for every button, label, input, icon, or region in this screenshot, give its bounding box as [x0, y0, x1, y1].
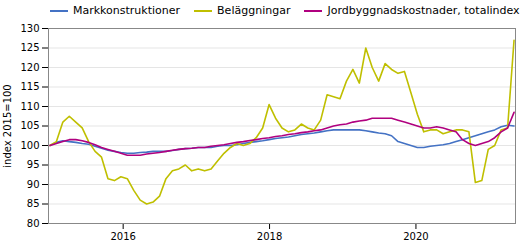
html-text:Jordbyggnadskostnader, totalin: Jordbyggnadskostnader, totalindex [327, 4, 520, 17]
svg-text:2016: 2016 [110, 231, 135, 242]
svg-text:2020: 2020 [403, 231, 428, 242]
html-text:Beläggningar: Beläggningar [217, 4, 291, 17]
svg-text:125: 125 [20, 42, 39, 53]
svg-text:95: 95 [27, 159, 40, 170]
svg-text:100: 100 [20, 140, 39, 151]
svg-text:130: 130 [20, 23, 39, 34]
svg-text:80: 80 [27, 218, 40, 229]
svg-text:105: 105 [20, 120, 39, 131]
svg-text:120: 120 [20, 62, 39, 73]
html-text:Markkonstruktioner: Markkonstruktioner [73, 4, 181, 17]
svg-text:index 2015=100: index 2015=100 [2, 84, 13, 167]
svg-text:90: 90 [27, 179, 40, 190]
svg-text:110: 110 [20, 101, 39, 112]
svg-text:2018: 2018 [257, 231, 282, 242]
svg-text:115: 115 [20, 81, 39, 92]
svg-text:85: 85 [27, 198, 40, 209]
